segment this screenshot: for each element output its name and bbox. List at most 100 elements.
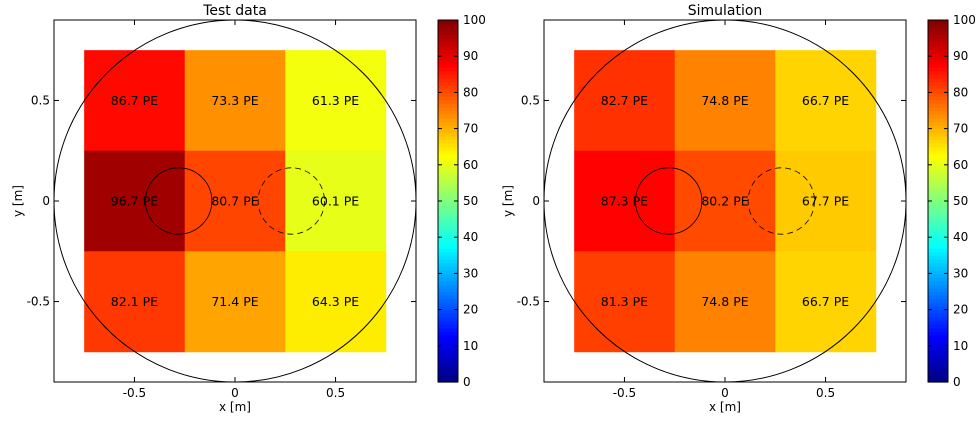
colorbar-segment <box>438 295 458 300</box>
colorbar-segment <box>438 34 458 39</box>
cell-value-label: 60.1 PE <box>312 194 359 209</box>
cell-unit: PE <box>143 194 159 209</box>
colorbar-segment <box>438 215 458 220</box>
colorbar-segment <box>928 280 948 285</box>
colorbar-segment <box>928 193 948 198</box>
colorbar-segment <box>438 208 458 213</box>
colorbar-segment <box>928 139 948 144</box>
colorbar-segment <box>438 150 458 155</box>
cell-value-label: 81.3 PE <box>601 294 648 309</box>
colorbar-tick-label: 100 <box>463 13 486 27</box>
y-tick-label: 0.5 <box>521 93 540 107</box>
colorbar-segment <box>438 258 458 264</box>
cell-value-label: 82.7 PE <box>601 93 648 108</box>
colorbar-segment <box>438 74 458 79</box>
cell-unit: PE <box>344 93 360 108</box>
colorbar-segment <box>438 360 458 365</box>
colorbar-tick-label: 40 <box>953 230 968 244</box>
colorbar-segment <box>928 374 948 379</box>
cell-value-label: 67.7 PE <box>802 194 849 209</box>
colorbar-segment <box>438 96 458 101</box>
cell-value-label: 74.8 PE <box>701 93 748 108</box>
colorbar-segment <box>438 201 458 206</box>
colorbar-tick-label: 0 <box>463 375 471 389</box>
colorbar-segment <box>438 262 458 267</box>
colorbar-segment <box>928 172 948 177</box>
cell-unit: PE <box>243 194 259 209</box>
cell-unit: PE <box>733 194 749 209</box>
cell-unit: PE <box>633 194 649 209</box>
colorbar-tick-label: 90 <box>953 49 968 63</box>
colorbar-segment <box>928 197 948 202</box>
colorbar-segment <box>438 266 458 271</box>
colorbar-segment <box>438 164 458 170</box>
colorbar-segment <box>438 211 458 217</box>
colorbar-segment <box>438 88 458 93</box>
x-axis-label: x [m] <box>709 400 741 414</box>
colorbar-segment <box>928 103 948 108</box>
colorbar-segment <box>438 298 458 303</box>
cell-value-label: 74.8 PE <box>701 294 748 309</box>
colorbar-segment <box>928 313 948 318</box>
colorbar-segment <box>438 186 458 191</box>
chart-panel-2: 82.7 PE 74.8 PE 66.7 PE 87.3 PE 80.2 PE 67.7 … <box>501 3 976 414</box>
colorbar-tick-label: 0 <box>953 375 961 389</box>
colorbar-segment <box>928 266 948 271</box>
colorbar-segment <box>928 67 948 72</box>
x-tick-label: -0.5 <box>613 386 636 400</box>
colorbar-segment <box>928 360 948 365</box>
x-axis-label: x [m] <box>219 400 251 414</box>
colorbar-segment <box>928 161 948 166</box>
cell-unit: PE <box>344 294 360 309</box>
colorbar-segment <box>928 99 948 104</box>
colorbar-segment <box>928 208 948 213</box>
colorbar-segment <box>928 251 948 256</box>
colorbar-segment <box>438 121 458 126</box>
heatmap-cell <box>674 251 776 353</box>
colorbar-segment <box>928 77 948 83</box>
colorbar-segment <box>438 110 458 115</box>
colorbar-segment <box>928 233 948 238</box>
colorbar-segment <box>928 331 948 336</box>
colorbar-segment <box>928 320 948 325</box>
colorbar-segment <box>928 121 948 126</box>
x-tick-label: 0 <box>231 386 239 400</box>
colorbar-segment <box>928 59 948 65</box>
colorbar-segment <box>928 287 948 293</box>
colorbar-segment <box>438 48 458 54</box>
colorbar-segment <box>438 302 458 307</box>
colorbar-segment <box>928 273 948 278</box>
y-tick-label: 0 <box>532 194 540 208</box>
colorbar-segment <box>928 128 948 133</box>
colorbar-segment <box>438 81 458 86</box>
colorbar-segment <box>928 124 948 130</box>
colorbar-segment <box>438 320 458 325</box>
colorbar-segment <box>928 204 948 209</box>
colorbar-segment <box>438 193 458 198</box>
colorbar-tick-label: 10 <box>953 339 968 353</box>
colorbar-segment <box>928 255 948 260</box>
colorbar-tick-label: 50 <box>953 194 968 208</box>
colorbar-segment <box>438 327 458 332</box>
colorbar-segment <box>928 70 948 75</box>
colorbar-segment <box>928 175 948 180</box>
colorbar-tick-label: 80 <box>463 85 478 99</box>
colorbar-segment <box>438 41 458 46</box>
heatmap-cell <box>84 251 186 353</box>
cell-unit: PE <box>834 93 850 108</box>
cell-unit: PE <box>633 294 649 309</box>
colorbar: 0 10 20 30 40 50 60 70 80 90 100 <box>437 13 486 389</box>
colorbar-segment <box>928 327 948 332</box>
colorbar-segment <box>928 378 948 383</box>
colorbar: 0 10 20 30 40 50 60 70 80 90 100 <box>927 13 976 389</box>
colorbar-segment <box>438 244 458 249</box>
colorbar-segment <box>928 371 948 376</box>
colorbar-segment <box>438 291 458 296</box>
colorbar-segment <box>928 146 948 151</box>
heatmap-cell <box>574 251 676 353</box>
colorbar-segment <box>438 204 458 209</box>
colorbar-segment <box>438 363 458 369</box>
cell-unit: PE <box>143 294 159 309</box>
cell-unit: PE <box>243 93 259 108</box>
